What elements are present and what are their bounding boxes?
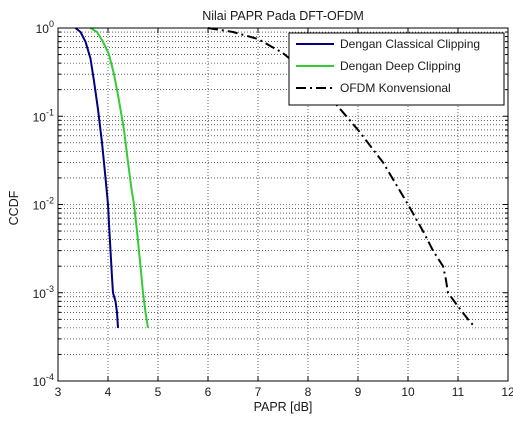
x-tick-label: 9: [355, 385, 362, 399]
x-tick-labels: 3 4 5 6 7 8 9 10 11 12: [55, 385, 513, 399]
y-tick-label: 10-1: [33, 107, 54, 124]
x-tick-label: 8: [305, 385, 312, 399]
x-axis-label: PAPR [dB]: [254, 400, 313, 414]
x-tick-label: 10: [401, 385, 415, 399]
x-tick-label: 5: [155, 385, 162, 399]
series-line-1: [74, 27, 119, 328]
x-tick-label: 4: [105, 385, 112, 399]
y-tick-label: 100: [36, 19, 54, 36]
x-tick-label: 3: [55, 385, 62, 399]
series-line-2: [89, 27, 149, 329]
series-layer: [74, 27, 477, 329]
y-tick-label: 10-4: [33, 372, 54, 389]
x-tick-label: 11: [452, 385, 465, 399]
legend-label-3: OFDM Konvensional: [340, 81, 451, 95]
y-axis-label: CCDF: [7, 190, 21, 225]
y-tick-label: 10-2: [33, 196, 54, 213]
x-tick-label: 6: [205, 385, 212, 399]
x-tick-label: 7: [255, 385, 262, 399]
legend-label-1: Dengan Classical Clipping: [340, 37, 480, 51]
series-line-3: [207, 27, 477, 329]
y-tick-labels: 100 10-1 10-2 10-3 10-4: [33, 19, 54, 389]
grid: [58, 28, 508, 381]
tick-marks: [57, 27, 509, 382]
chart-title: Nilai PAPR Pada DFT-OFDM: [202, 9, 364, 23]
x-tick-label: 12: [501, 385, 513, 399]
legend-label-2: Dengan Deep Clipping: [340, 59, 461, 73]
legend: Dengan Classical Clipping Dengan Deep Cli…: [288, 32, 505, 106]
y-tick-label: 10-3: [33, 284, 54, 301]
